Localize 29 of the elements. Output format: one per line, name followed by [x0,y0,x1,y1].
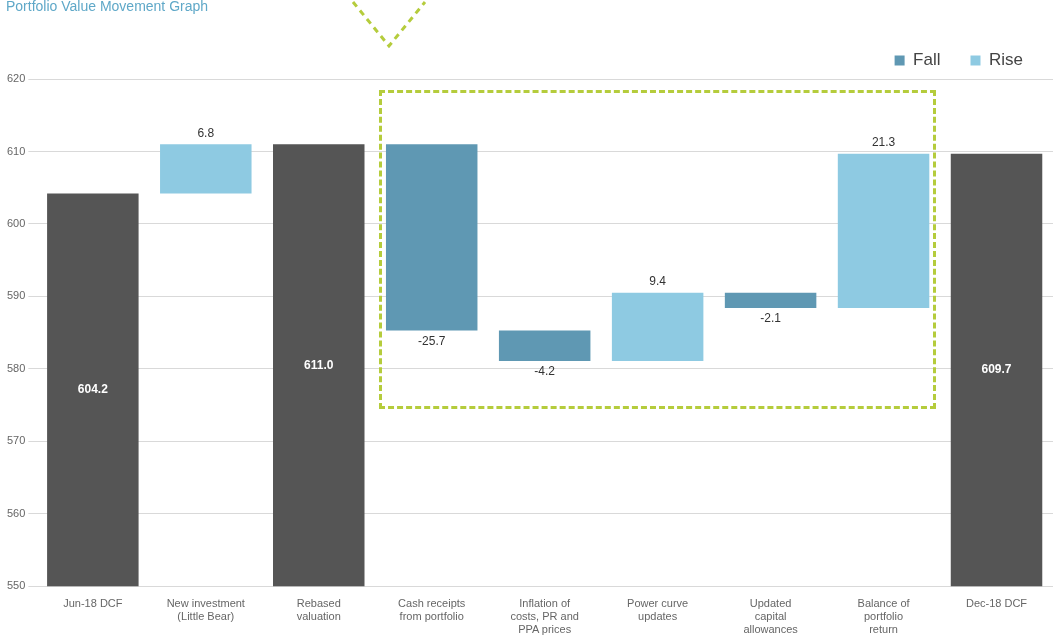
y-tick-label: 580 [6,361,26,374]
y-tick-label: 600 [6,217,26,229]
data-label: -2.1 [760,311,782,326]
chart-title: Portfolio Value Movement Graph [6,0,209,14]
data-label: -4.2 [534,364,556,379]
data-label: -25.7 [418,333,446,348]
y-tick-label: 550 [6,579,26,592]
y-tick-label: 610 [6,144,26,157]
legend-label: Fall [913,50,941,70]
data-label: 9.4 [649,274,667,289]
x-tick-label: New investment (Little Bear) [166,597,245,623]
x-tick-label: Balance of portfolio return [857,597,911,636]
x-tick-label: Power curve updates [627,597,689,623]
data-label: 609.7 [981,362,1012,377]
legend-label: Rise [988,50,1024,70]
x-tick-label: Updated capital allowances [743,597,799,636]
y-tick-label: 590 [6,289,26,302]
x-tick-label: Inflation of costs, PR and PPA prices [510,597,579,636]
data-label: 611.0 [304,357,334,372]
y-tick-label: 570 [6,434,26,447]
x-tick-label: Jun-18 DCF [63,597,123,610]
x-tick-label: Cash receipts from portfolio [398,597,466,623]
y-tick-label: 620 [6,72,26,85]
data-label: 6.8 [197,125,215,140]
y-tick-label: 560 [6,506,26,519]
data-label: 604.2 [77,382,109,397]
data-label: 21.3 [871,134,896,149]
x-tick-label: Rebased valuation [296,597,341,623]
x-tick-label: Dec-18 DCF [965,597,1028,610]
